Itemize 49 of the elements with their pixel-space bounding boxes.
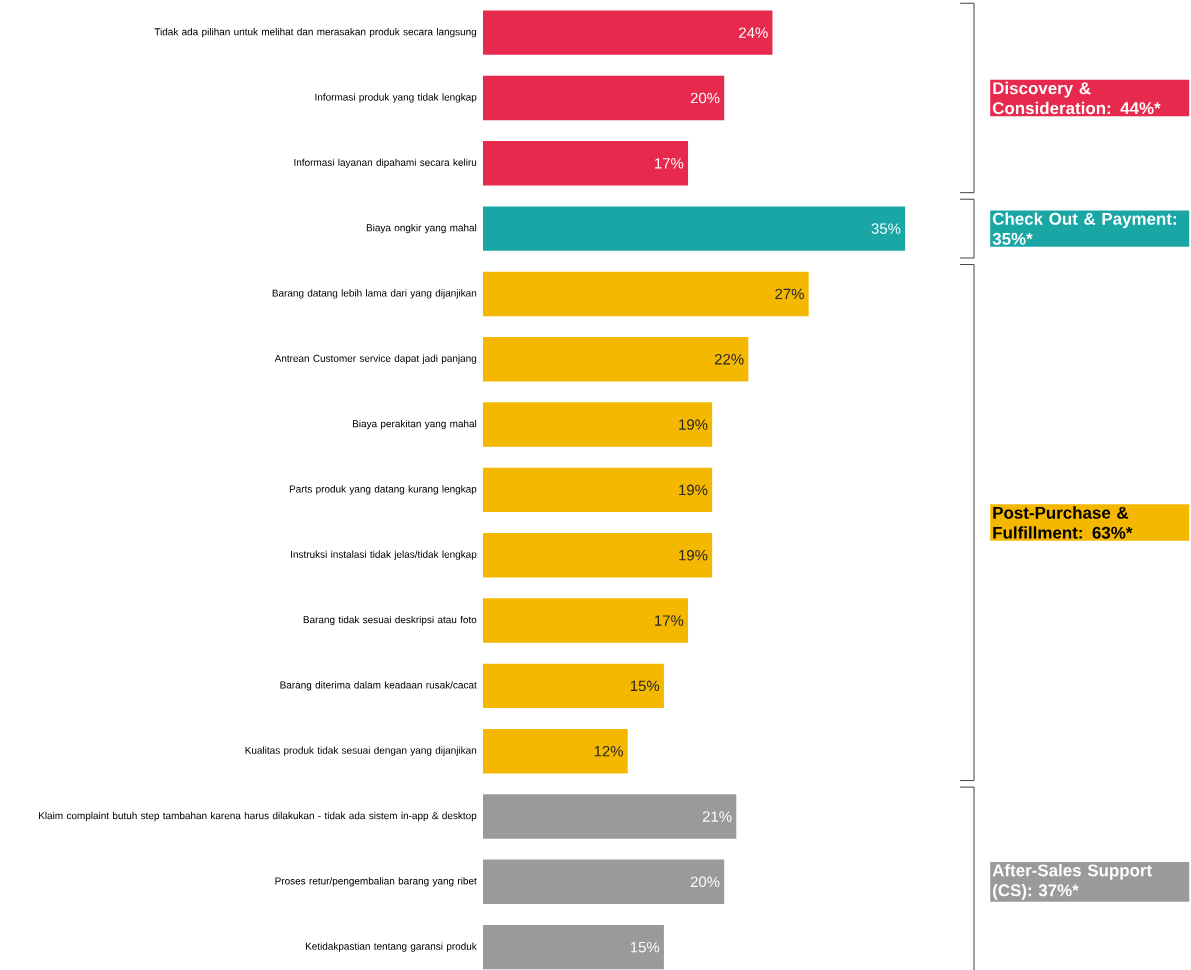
- y-tick-label: Barang datang lebih lama dari yang dijanjikan: [272, 289, 477, 299]
- text: Check Out & Payment: 35%*: [992, 212, 1176, 245]
- y-tick-label: Klaim complaint butuh step tambahan karena harus dilakukan - tidak ada sistem in-app & desktop: [39, 811, 477, 822]
- y-tick-label: Parts produk yang datang kurang lengkap: [289, 485, 477, 495]
- data-label: 19%: [679, 549, 708, 561]
- data-label: 12%: [594, 745, 623, 757]
- data-label: 20%: [690, 92, 720, 104]
- y-tick-label: Proses retur/pengembalian barang yang ribet: [275, 877, 477, 887]
- y-tick-label: Informasi produk yang tidak lengkap: [315, 93, 477, 103]
- data-label: 35%: [871, 223, 901, 234]
- data-label: 19%: [679, 419, 708, 430]
- data-label: 15%: [630, 680, 660, 692]
- bar: [483, 206, 906, 251]
- data-label: 24%: [739, 27, 768, 38]
- bar: [483, 924, 664, 970]
- bar: [483, 10, 773, 55]
- data-label: 20%: [690, 876, 720, 888]
- data-label: 17%: [655, 615, 684, 626]
- text: Discovery & Consideration: 44%*: [992, 81, 1161, 115]
- bar: [483, 337, 749, 382]
- y-tick-label: Antrean Customer service dapat jadi panjang: [274, 354, 477, 364]
- y-tick-label: Informasi layanan dipahami secara keliru: [294, 158, 477, 168]
- bar: [483, 141, 689, 186]
- bar: [483, 402, 713, 447]
- data-label: 19%: [679, 484, 708, 496]
- bar: [483, 75, 725, 121]
- bar: [483, 467, 713, 513]
- data-label: 27%: [775, 288, 804, 300]
- y-tick-label: Instruksi instalasi tidak jelas/tidak lengkap: [291, 550, 477, 560]
- y-tick-label: Biaya ongkir yang mahal: [366, 223, 477, 234]
- bar: [483, 663, 664, 709]
- y-tick-label: Barang diterima dalam keadaan rusak/cacat: [280, 681, 477, 691]
- bar: [483, 271, 809, 317]
- y-tick-label: Biaya perakitan yang mahal: [353, 419, 477, 430]
- data-label: 15%: [630, 941, 660, 953]
- bar: [483, 859, 725, 905]
- y-tick-label: Kualitas produk tidak sesuai dengan yang dijanjikan: [245, 746, 477, 756]
- bar: [483, 728, 628, 774]
- data-label: 17%: [655, 158, 684, 169]
- data-label: 21%: [702, 811, 732, 822]
- y-tick-label: Ketidakpastian tentang garansi produk: [305, 942, 477, 952]
- y-tick-label: Barang tidak sesuai deskripsi atau foto: [303, 615, 477, 626]
- text: Post-Purchase & Fulfillment: 63%*: [993, 506, 1133, 539]
- y-tick-label: Tidak ada pilihan untuk melihat dan merasakan produk secara langsung: [154, 28, 477, 38]
- bar: [483, 598, 689, 643]
- text: After-Sales Support (CS): 37%*: [992, 863, 1152, 900]
- bar: [483, 794, 737, 839]
- bar: [483, 533, 713, 578]
- data-label: 22%: [714, 353, 744, 365]
